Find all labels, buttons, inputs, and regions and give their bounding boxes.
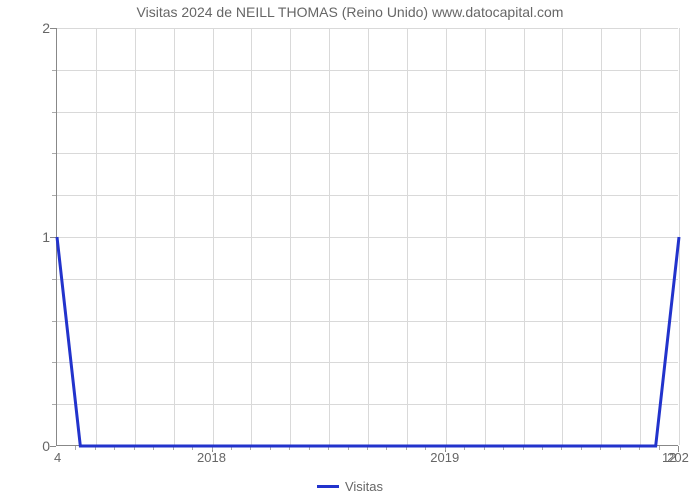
x-tick-label: 2018 [197, 450, 226, 465]
chart-title: Visitas 2024 de NEILL THOMAS (Reino Unid… [0, 4, 700, 20]
y-minor-tick [52, 112, 56, 113]
y-tick [50, 446, 56, 447]
y-minor-tick [52, 153, 56, 154]
x-minor-tick [75, 446, 76, 450]
y-minor-tick [52, 404, 56, 405]
v-gridline [679, 28, 680, 445]
y-tick [50, 237, 56, 238]
y-tick-label: 0 [32, 438, 50, 454]
y-minor-tick [52, 321, 56, 322]
y-minor-tick [52, 362, 56, 363]
y-tick-label: 2 [32, 20, 50, 36]
series-line [57, 237, 679, 446]
data-line [57, 28, 679, 446]
y-minor-tick [52, 70, 56, 71]
y-minor-tick [52, 279, 56, 280]
x-edge-left-label: 4 [54, 450, 61, 465]
x-minor-tick [659, 446, 660, 450]
y-tick [50, 28, 56, 29]
visits-chart: Visitas 2024 de NEILL THOMAS (Reino Unid… [0, 0, 700, 500]
y-minor-tick [52, 195, 56, 196]
legend-swatch [317, 485, 339, 488]
y-tick-label: 1 [32, 229, 50, 245]
legend-label: Visitas [345, 479, 383, 494]
plot-area [56, 28, 678, 446]
x-edge-right-label: 12 [662, 450, 676, 465]
legend: Visitas [0, 479, 700, 494]
x-tick-label: 2019 [430, 450, 459, 465]
